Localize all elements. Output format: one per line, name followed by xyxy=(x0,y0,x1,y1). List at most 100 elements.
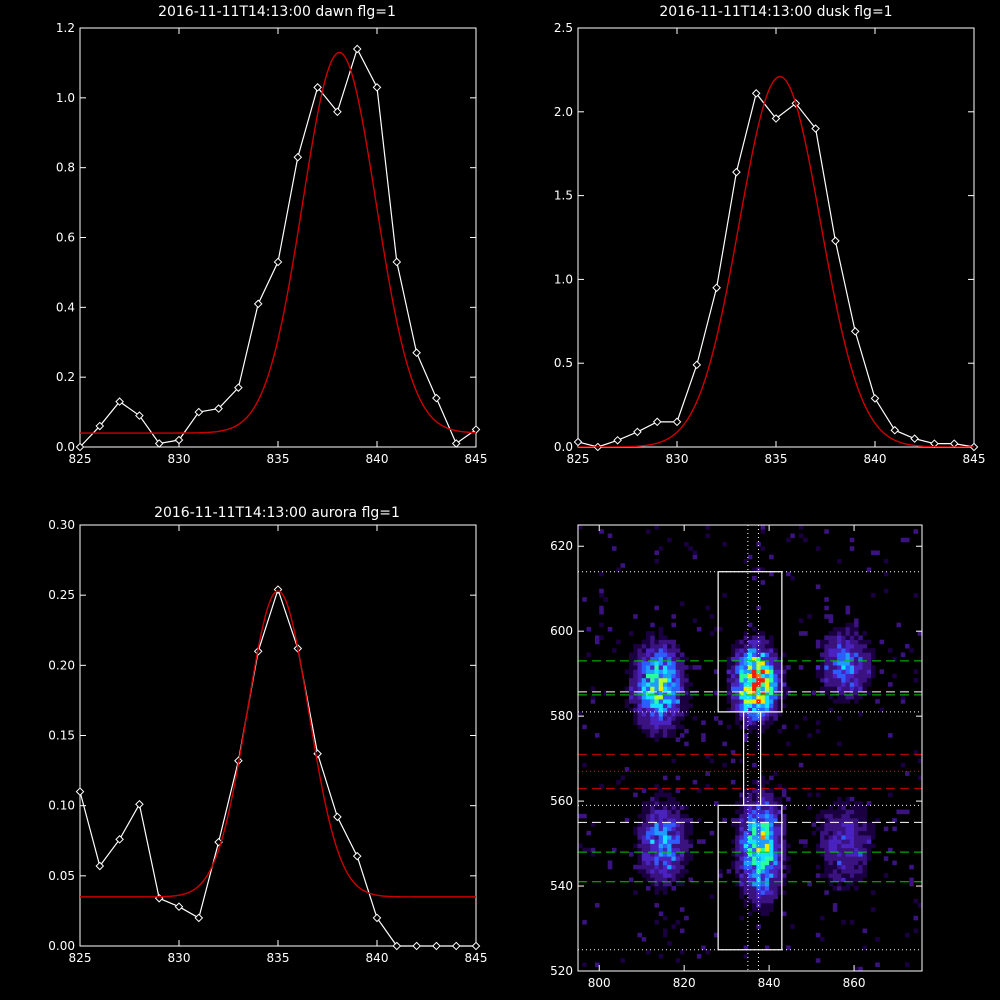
heatmap-cell xyxy=(845,852,851,857)
heatmap-cell xyxy=(594,903,600,908)
heatmap-cell xyxy=(781,690,787,696)
heatmap-cell xyxy=(752,762,757,768)
heatmap-cell xyxy=(769,822,774,827)
heatmap-cell xyxy=(866,835,872,840)
heatmap-cell xyxy=(671,843,676,849)
heatmap-cell xyxy=(849,830,855,836)
heatmap-cell xyxy=(858,852,863,857)
heatmap-cell xyxy=(769,809,774,815)
heatmap-cell xyxy=(760,822,766,827)
heatmap-cell xyxy=(722,818,727,823)
heatmap-cell xyxy=(637,699,643,704)
heatmap-cell xyxy=(654,669,659,674)
heatmap-cell xyxy=(769,656,774,662)
heatmap-cell xyxy=(764,720,770,725)
heatmap-cell xyxy=(654,864,659,870)
heatmap-cell xyxy=(675,716,681,721)
heatmap-cell xyxy=(764,656,770,662)
heatmap-cell xyxy=(781,856,787,861)
heatmap-cell xyxy=(688,830,693,836)
heatmap-cell xyxy=(773,826,778,832)
heatmap-cell xyxy=(671,682,676,687)
heatmap-cell xyxy=(662,673,668,679)
heatmap-cell xyxy=(841,813,846,819)
heatmap-cell xyxy=(718,873,723,878)
heatmap-cell xyxy=(624,669,630,674)
heatmap-cell xyxy=(667,860,672,866)
heatmap-cell xyxy=(900,809,906,815)
heatmap-cell xyxy=(743,733,749,738)
heatmap-cell xyxy=(858,860,863,866)
data-point-diamond xyxy=(372,913,382,923)
heatmap-cell xyxy=(760,525,766,530)
heatmap-cell xyxy=(696,839,702,844)
heatmap-cell xyxy=(658,809,664,815)
heatmap-cell xyxy=(841,631,846,636)
heatmap-cell xyxy=(747,677,753,683)
heatmap-cell xyxy=(662,775,668,781)
data-point-diamond xyxy=(115,397,124,406)
heatmap-cell xyxy=(777,826,783,832)
heatmap-cell xyxy=(730,758,736,764)
heatmap-cell xyxy=(743,558,749,564)
heatmap-cell xyxy=(692,554,698,560)
heatmap-cell xyxy=(654,558,659,564)
heatmap-cell xyxy=(739,690,744,696)
heatmap-cell xyxy=(760,779,766,785)
heatmap-cell xyxy=(692,779,698,785)
heatmap-cell xyxy=(641,937,647,942)
heatmap-cell xyxy=(837,682,842,687)
heatmap-cell xyxy=(662,682,668,687)
heatmap-cell xyxy=(862,945,868,951)
heatmap-cell xyxy=(845,643,851,649)
heatmap-cell xyxy=(756,784,761,789)
heatmap-cell xyxy=(654,525,659,530)
heatmap-cell xyxy=(858,686,863,691)
data-point-diamond xyxy=(432,941,441,951)
heatmap-cell xyxy=(845,822,851,827)
heatmap-cell xyxy=(854,635,859,640)
heatmap-cell xyxy=(828,639,834,645)
heatmap-cell xyxy=(675,835,681,840)
heatmap-cell xyxy=(684,741,689,747)
heatmap-cell xyxy=(599,635,604,640)
heatmap-cell xyxy=(641,860,647,866)
heatmap-cell xyxy=(705,525,710,530)
heatmap-cell xyxy=(845,656,851,662)
heatmap-cell xyxy=(760,847,766,853)
heatmap-cell xyxy=(641,843,647,849)
heatmap-cell xyxy=(671,699,676,704)
y-tick-label: 560 xyxy=(550,794,573,808)
heatmap-cell xyxy=(854,813,859,819)
heatmap-cell xyxy=(650,869,655,874)
heatmap-cell xyxy=(820,809,825,815)
heatmap-cell xyxy=(696,788,702,793)
heatmap-cell xyxy=(662,813,668,819)
heatmap-cell xyxy=(858,877,863,883)
heatmap-cell xyxy=(654,677,659,683)
heatmap-cell xyxy=(654,648,659,653)
heatmap-cell xyxy=(658,707,664,713)
heatmap-cell xyxy=(841,822,846,827)
heatmap-cell xyxy=(662,809,668,815)
heatmap-cell xyxy=(854,694,859,700)
heatmap-cell xyxy=(662,656,668,662)
heatmap-cell xyxy=(675,830,681,836)
heatmap-cell xyxy=(658,631,664,636)
heatmap-cell xyxy=(578,813,583,819)
heatmap-cell xyxy=(837,558,842,564)
data-point-diamond xyxy=(633,427,642,437)
x-tick-label: 820 xyxy=(673,976,696,990)
heatmap-cell xyxy=(607,864,613,870)
heatmap-cell xyxy=(756,801,761,806)
heatmap-cell xyxy=(730,707,736,713)
heatmap-cell xyxy=(679,660,685,666)
heatmap-cell xyxy=(650,694,655,700)
heatmap-cell xyxy=(654,801,659,806)
heatmap-cell xyxy=(582,724,587,730)
heatmap-cell xyxy=(684,805,689,810)
heatmap-cell xyxy=(786,856,791,861)
heatmap-cell xyxy=(684,839,689,844)
heatmap-cell xyxy=(637,648,643,653)
heatmap-cell xyxy=(862,682,868,687)
